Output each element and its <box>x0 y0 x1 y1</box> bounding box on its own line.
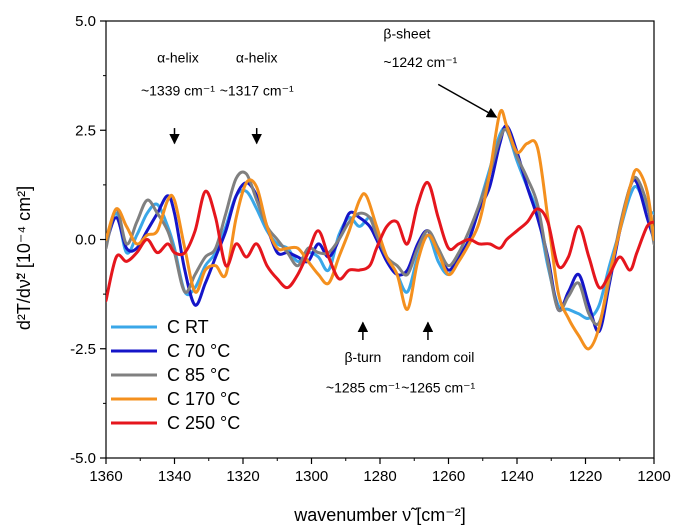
x-axis-title: wavenumber ν̃ [cm⁻²] <box>293 505 466 525</box>
annotation-label: ~1317 cm⁻¹ <box>220 82 294 98</box>
y-tick-label: 2.5 <box>75 122 96 139</box>
annotation-label: β-sheet <box>383 25 430 41</box>
legend-label: C RT <box>167 317 209 337</box>
annotation-layer: α-helix ~1339 cm⁻¹ α-helix ~1317 cm⁻¹ β-shee… <box>141 25 498 395</box>
x-tick-label: 1220 <box>569 468 602 485</box>
annotation-label: ~1265 cm⁻¹ <box>401 379 475 395</box>
annotation-label: ~1285 cm⁻¹ <box>326 379 400 395</box>
annotation-label: α-helix <box>157 50 199 66</box>
x-tick-label: 1320 <box>226 468 259 485</box>
x-tick-label: 1260 <box>432 468 465 485</box>
y-tick-label: 0.0 <box>75 232 96 249</box>
series-line-4 <box>106 109 654 351</box>
x-tick-label: 1200 <box>637 468 670 485</box>
legend-label: C 170 °C <box>167 389 240 409</box>
annotation-label: ~1242 cm⁻¹ <box>383 54 457 70</box>
legend: C RT C 70 °C C 85 °C C 170 °C C 250 °C <box>111 317 240 433</box>
legend-label: C 70 °C <box>167 341 230 361</box>
legend-label: C 250 °C <box>167 413 240 433</box>
annotation-label: random coil <box>402 349 474 365</box>
x-tick-label: 1240 <box>500 468 533 485</box>
legend-label: C 85 °C <box>167 365 230 385</box>
x-tick-label: 1340 <box>158 468 191 485</box>
series-line-5 <box>106 181 654 303</box>
x-tick-label: 1300 <box>295 468 328 485</box>
annotation-label: β-turn <box>344 349 381 365</box>
x-tick-label: 1360 <box>89 468 122 485</box>
y-tick-label: -5.0 <box>70 450 96 467</box>
y-axis-title: d²T/dν̃² [10⁻⁴ cm²] <box>14 186 34 330</box>
annotation-label: α-helix <box>236 50 278 66</box>
y-tick-label: 5.0 <box>75 13 96 30</box>
axis-layer: 1360 1340 1320 1300 1280 1260 1240 1220 1200 -5.0… <box>70 13 671 485</box>
series-layer <box>106 109 654 351</box>
annotation-label: ~1339 cm⁻¹ <box>141 82 215 98</box>
x-tick-label: 1280 <box>363 468 396 485</box>
y-tick-label: -2.5 <box>70 341 96 358</box>
series-line-2 <box>106 124 654 334</box>
annotation-arrow <box>437 83 498 118</box>
